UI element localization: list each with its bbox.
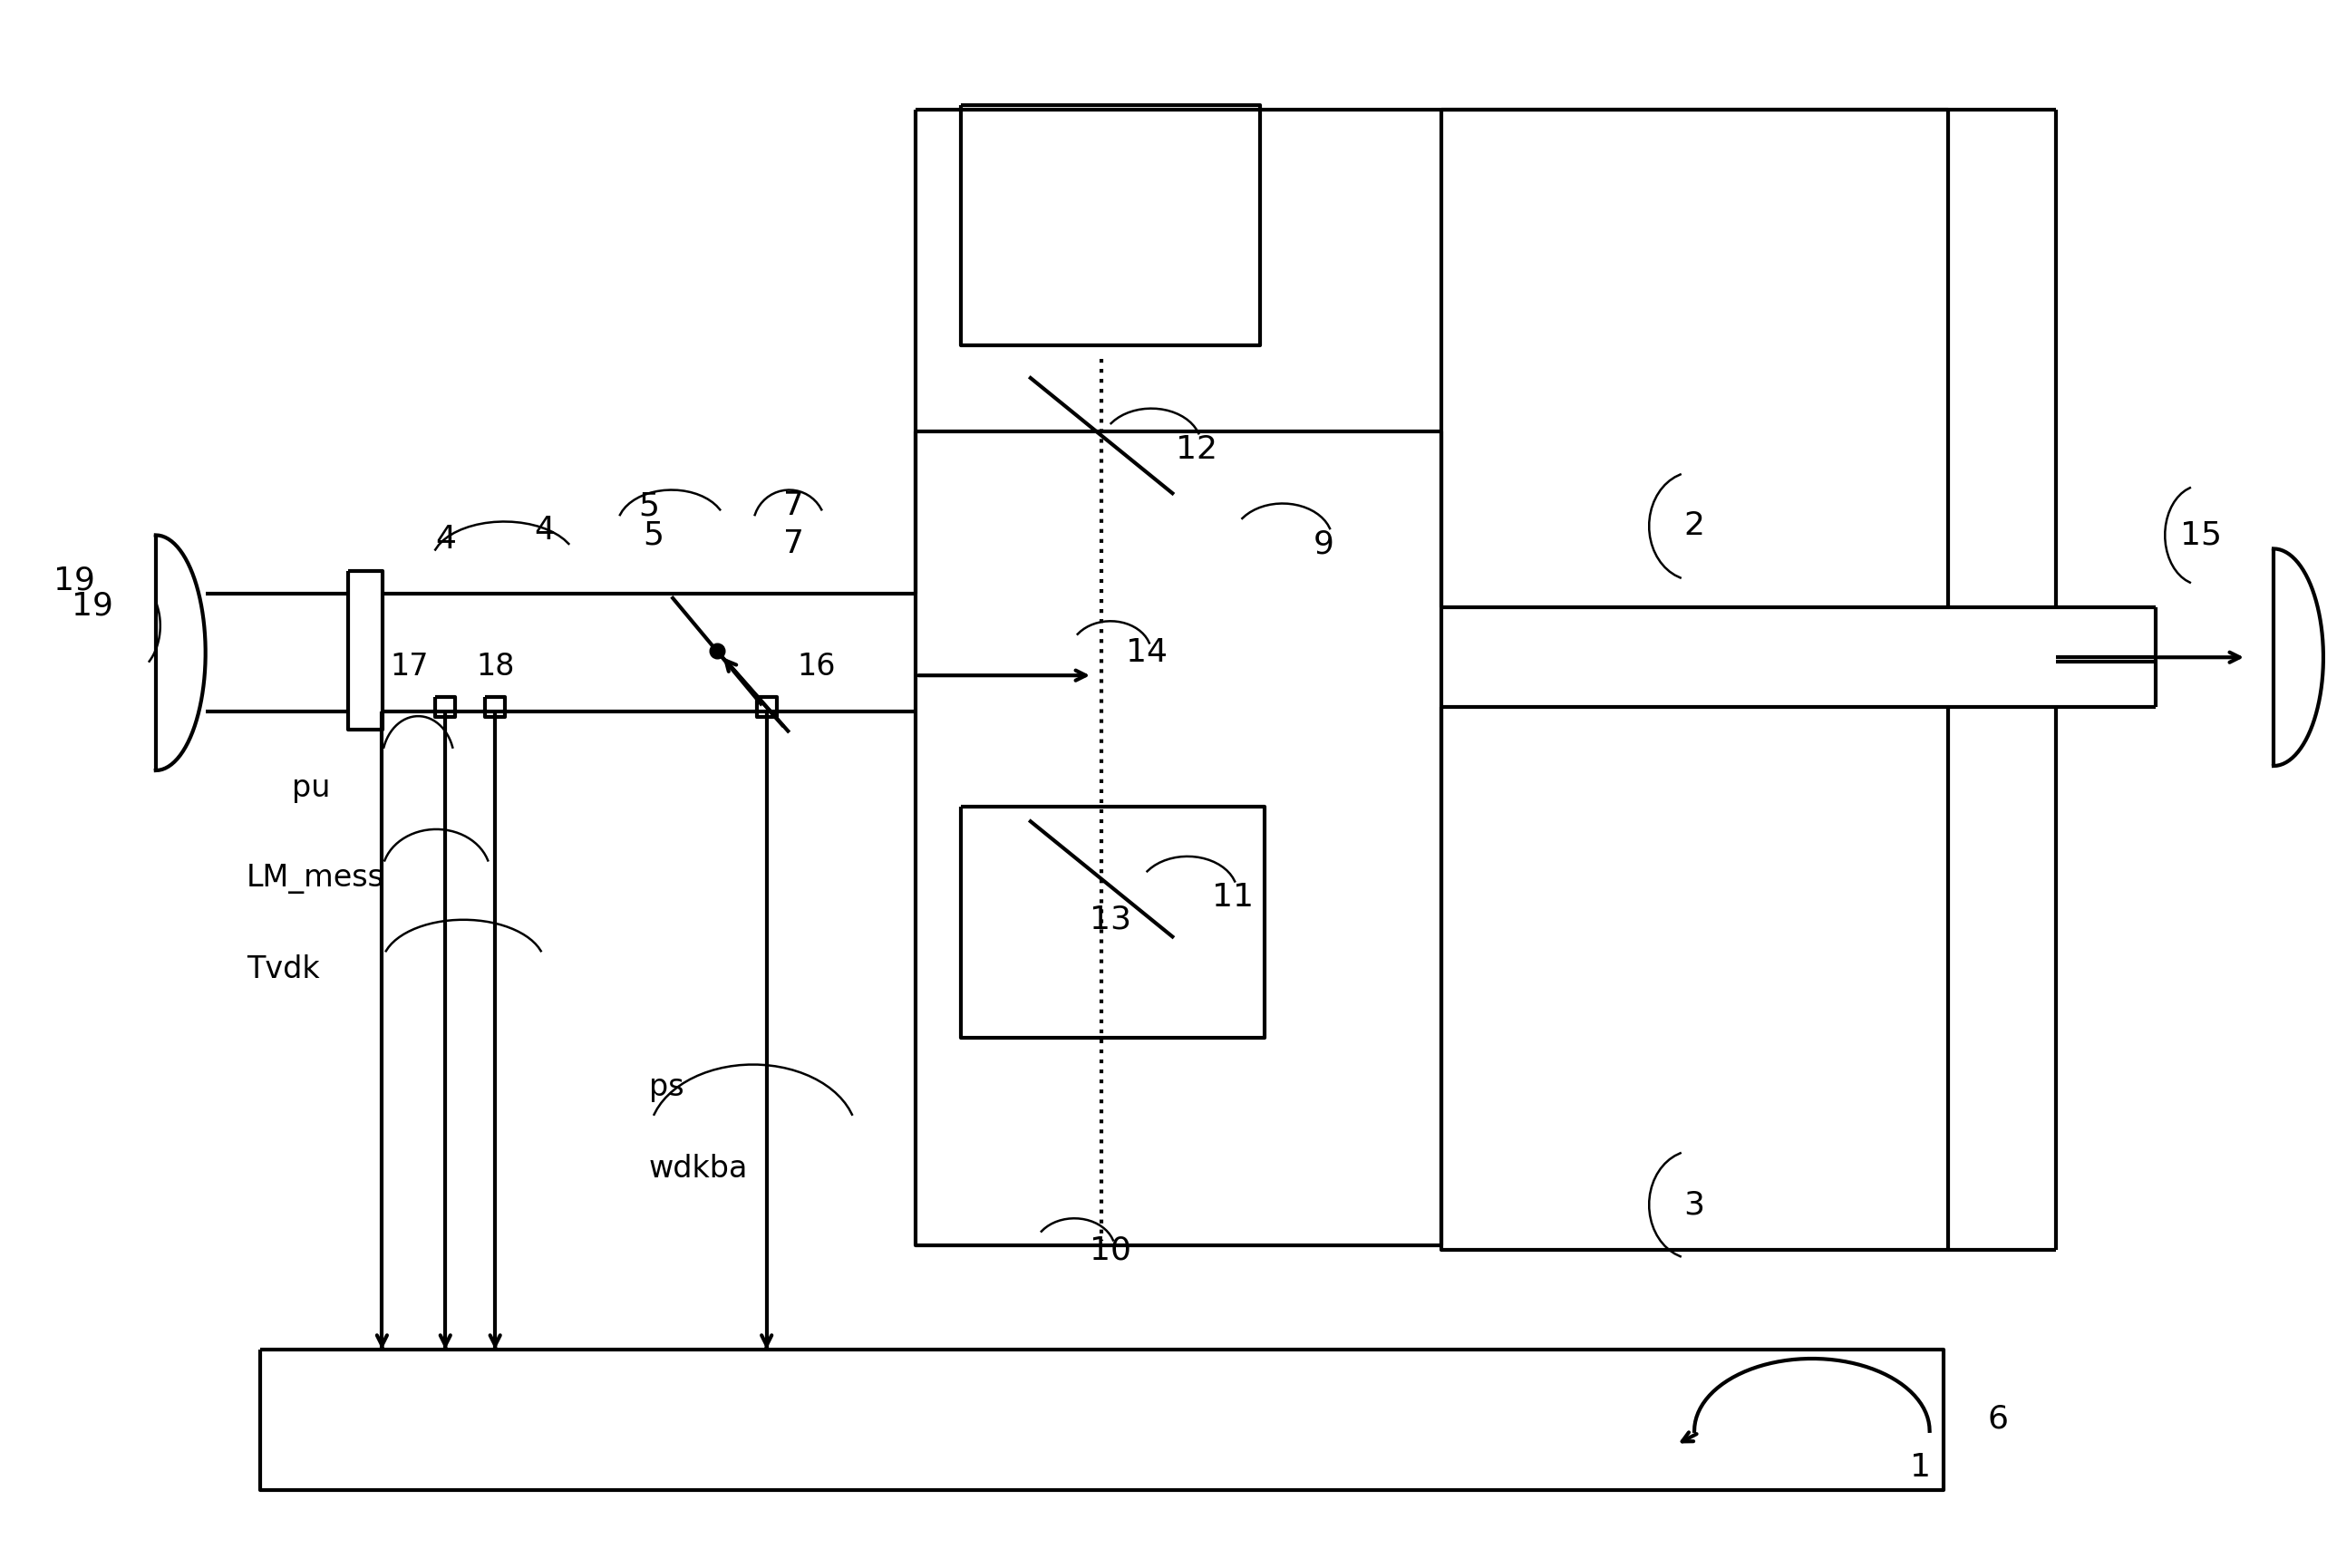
Text: 3: 3 — [1685, 1190, 1706, 1220]
Text: 11: 11 — [1212, 881, 1254, 913]
Text: 12: 12 — [1175, 434, 1217, 464]
Text: ps: ps — [649, 1073, 684, 1102]
Text: Tvdk: Tvdk — [247, 955, 319, 985]
Text: 9: 9 — [1312, 528, 1333, 560]
Text: 19: 19 — [54, 564, 95, 596]
Text: 13: 13 — [1089, 905, 1131, 935]
Text: 15: 15 — [2180, 519, 2222, 550]
Text: 6: 6 — [1987, 1403, 2008, 1435]
Text: LM_mess: LM_mess — [247, 864, 384, 894]
Text: 2: 2 — [1685, 511, 1706, 541]
Text: pu: pu — [291, 773, 330, 803]
Text: 4: 4 — [535, 516, 556, 546]
Text: 7: 7 — [784, 491, 805, 522]
Text: 5: 5 — [642, 519, 663, 550]
Text: 1: 1 — [1910, 1452, 1931, 1483]
Text: 7: 7 — [784, 528, 805, 560]
Text: 16: 16 — [798, 651, 835, 682]
Text: wdkba: wdkba — [649, 1154, 747, 1184]
Text: 18: 18 — [477, 651, 514, 682]
Text: 10: 10 — [1089, 1234, 1131, 1265]
Text: 4: 4 — [435, 524, 456, 555]
Text: 19: 19 — [72, 590, 114, 621]
Text: 17: 17 — [391, 651, 428, 682]
Text: 5: 5 — [638, 491, 659, 522]
Text: 14: 14 — [1126, 637, 1168, 668]
